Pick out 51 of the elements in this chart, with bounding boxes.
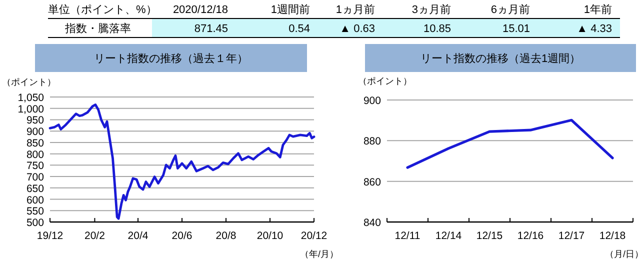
x-tick-label: 12/15: [476, 230, 503, 242]
y-tick-label: 880: [363, 136, 382, 148]
x-tick-label: 20/6: [172, 230, 192, 242]
y-tick-label: 650: [26, 182, 44, 195]
x-tick-label: 19/12: [36, 230, 64, 242]
x-tick-label: 12/14: [435, 230, 462, 242]
y-tick-label: 950: [26, 114, 44, 127]
chart-title: リート指数の推移（過去１年）: [94, 52, 248, 65]
text: 0.54: [288, 23, 310, 35]
x-tick-label: 20/8: [216, 230, 236, 242]
y-axis-title: （ポイント）: [358, 76, 412, 86]
text: 1週間前: [270, 4, 310, 16]
x-tick-label: 20/2: [84, 230, 106, 242]
y-tick-label: 850: [26, 137, 44, 150]
text: 10.85: [423, 23, 451, 35]
x-tick-label: 12/18: [599, 230, 626, 242]
y-tick-label: 860: [363, 176, 382, 188]
y-tick-label: 840: [363, 217, 382, 229]
text: 1年前: [584, 4, 612, 16]
x-tick-label: 20/10: [256, 230, 284, 242]
text: 3ヵ月前: [412, 4, 451, 16]
x-axis-title: （月/日）: [605, 249, 640, 259]
text: 15.01: [502, 23, 530, 35]
x-tick-label: 20/4: [128, 230, 148, 242]
text: 単位（ポイント、%）: [48, 4, 157, 16]
y-tick-label: 800: [26, 148, 44, 161]
x-tick-label: 20/12: [300, 230, 328, 242]
text: ▲ 4.33: [576, 23, 612, 35]
text: 2020/12/18: [172, 4, 228, 16]
x-tick-label: 12/17: [558, 230, 585, 242]
y-tick-label: 1,050: [18, 92, 44, 104]
text: 指数・騰落率: [64, 22, 131, 35]
text: 871.45: [194, 23, 228, 35]
y-axis-title: （ポイント）: [2, 77, 56, 87]
y-tick-label: 600: [26, 194, 44, 206]
y-tick-label: 500: [26, 217, 44, 229]
y-tick-label: 750: [26, 160, 44, 172]
y-tick-label: 900: [363, 95, 382, 107]
y-tick-label: 900: [26, 126, 44, 138]
line-series: [48, 104, 316, 220]
x-axis-title: （年/月）: [300, 249, 339, 259]
x-tick-label: 12/11: [394, 230, 420, 242]
text: 1ヵ月前: [336, 4, 375, 16]
x-tick-label: 12/16: [517, 230, 544, 242]
text: 6ヵ月前: [490, 4, 530, 16]
y-tick-label: 550: [26, 206, 44, 218]
text: ▲ 0.63: [340, 23, 375, 35]
chart-title: リート指数の推移（過去1週間）: [420, 52, 581, 65]
y-tick-label: 700: [26, 172, 44, 184]
y-tick-label: 1,000: [18, 103, 44, 116]
line-series: [406, 118, 614, 169]
